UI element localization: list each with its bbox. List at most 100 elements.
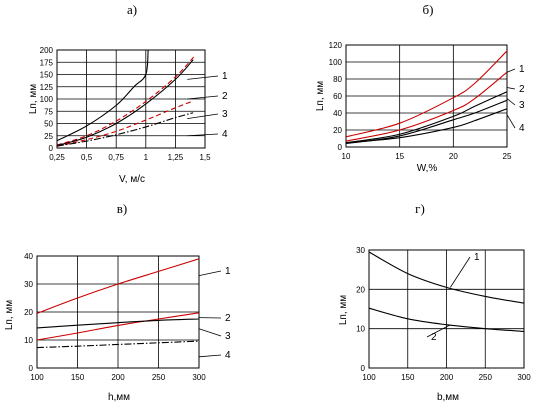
leader-line — [187, 133, 219, 137]
series-line-3 — [346, 99, 507, 145]
x-tick-label: 100 — [362, 373, 376, 382]
chart-panel-4: 0 10 20 30 100 150 200 250 300 1 2 г) b,мм Lп, мм — [338, 201, 531, 403]
y-tick-label: 20 — [356, 285, 365, 294]
x-tick-label: 1,25 — [168, 153, 184, 162]
x-tick-label: 300 — [517, 373, 531, 382]
series-line-2 — [57, 59, 194, 147]
x-axis-label: W,% — [417, 163, 438, 174]
x-tick-label: 15 — [395, 152, 404, 161]
y-tick-label: 150 — [40, 71, 54, 80]
x-tick-label: 0,25 — [49, 153, 65, 162]
curve-label: 4 — [222, 129, 228, 140]
y-tick-label: 40 — [24, 252, 33, 261]
leader-line — [187, 113, 219, 119]
series-group — [369, 251, 524, 332]
y-axis-label: Lп, мм — [315, 81, 326, 111]
y-tick-label: 40 — [333, 109, 342, 118]
curve-label: 3 — [222, 109, 228, 120]
y-axis-label: Lп, мм — [338, 295, 349, 325]
y-tick-label: 125 — [40, 83, 54, 92]
series-line-1 — [57, 50, 149, 142]
series-line-1 — [369, 251, 524, 304]
y-tick-label: 0 — [338, 143, 343, 152]
y-tick-label: 20 — [333, 126, 342, 135]
leader-line — [450, 256, 471, 288]
curve-label: 2 — [222, 91, 228, 102]
x-tick-label: 1,5 — [199, 153, 211, 162]
leader-line — [187, 75, 219, 80]
x-tick-label: 25 — [503, 152, 512, 161]
series-line-2 — [57, 54, 196, 146]
y-tick-label: 50 — [44, 120, 53, 129]
y-tick-label: 30 — [24, 280, 33, 289]
series-line-4 — [57, 112, 194, 147]
x-tick-label: 100 — [30, 373, 44, 382]
series-line-3 — [346, 91, 507, 144]
x-tick-label: 0,75 — [108, 153, 124, 162]
leader-line — [198, 270, 222, 276]
panel-title: г) — [415, 201, 425, 216]
x-tick-label: 20 — [449, 152, 458, 161]
x-tick-label: 300 — [192, 373, 206, 382]
y-axis-label: Lп, мм — [28, 84, 39, 114]
x-axis-label: V, м/с — [119, 174, 145, 185]
x-tick-label: 0,5 — [81, 153, 93, 162]
y-tick-label: 10 — [356, 325, 365, 334]
x-tick-label: 1 — [144, 153, 149, 162]
y-tick-label: 25 — [44, 132, 53, 141]
y-tick-label: 60 — [333, 92, 342, 101]
plot-frame — [368, 249, 525, 369]
plot-frame — [56, 49, 206, 149]
x-axis-label: b,мм — [437, 392, 459, 403]
leader-line — [506, 98, 516, 106]
curve-label: 4 — [225, 350, 231, 361]
curve-label: 2 — [519, 84, 525, 95]
leader-line — [506, 87, 516, 90]
y-tick-label: 20 — [24, 308, 33, 317]
curve-label: 1 — [222, 71, 228, 82]
curve-label: 1 — [474, 252, 480, 263]
series-line-4 — [37, 340, 199, 349]
x-axis-label: h,мм — [108, 392, 130, 403]
y-tick-label: 75 — [44, 107, 53, 116]
plot-frame — [36, 255, 200, 369]
leader-line — [506, 68, 516, 73]
x-tick-label: 150 — [401, 373, 415, 382]
leader-line — [198, 328, 222, 337]
curve-label: 1 — [225, 266, 231, 277]
y-tick-label: 100 — [40, 95, 54, 104]
x-tick-label: 250 — [479, 373, 493, 382]
series-group — [346, 50, 507, 145]
curve-label: 2 — [225, 313, 231, 324]
y-tick-label: 10 — [24, 336, 33, 345]
curve-label: 3 — [225, 331, 231, 342]
y-tick-label: 120 — [329, 41, 343, 50]
series-line-2 — [37, 312, 199, 341]
y-tick-label: 0 — [361, 364, 366, 373]
y-tick-label: 0 — [49, 144, 54, 153]
x-tick-label: 150 — [71, 373, 85, 382]
y-tick-label: 80 — [333, 75, 342, 84]
x-tick-label: 200 — [440, 373, 454, 382]
curve-label: 1 — [519, 64, 525, 75]
leader-line — [426, 324, 451, 338]
leader-line — [187, 95, 219, 100]
panel-title: а) — [127, 2, 137, 17]
series-line-3 — [37, 318, 199, 329]
panel-title: б) — [423, 2, 434, 17]
x-tick-label: 10 — [342, 152, 351, 161]
series-line-1 — [37, 258, 199, 314]
plot-frame — [345, 44, 508, 148]
chart-panel-3: 0 10 20 30 40 100 150 200 250 300 1 2 3 4 в) h,мм Lп, мм — [4, 201, 231, 403]
y-tick-label: 175 — [40, 58, 54, 67]
chart-panel-2: 0 20 40 60 80 100 120 10 15 20 25 1 2 3 4 б) W,% Lп, мм — [315, 2, 525, 174]
y-tick-label: 30 — [356, 246, 365, 255]
x-tick-label: 200 — [111, 373, 125, 382]
series-line-2 — [346, 71, 507, 142]
series-line-1 — [346, 50, 507, 138]
curve-label: 2 — [431, 332, 437, 343]
panel-title: в) — [117, 201, 127, 216]
chart-panel-1: 0 25 50 75 100 125 150 175 200 0,25 0,5 0,75 1 1,25 1,… — [28, 2, 228, 185]
curve-label: 3 — [519, 100, 525, 111]
